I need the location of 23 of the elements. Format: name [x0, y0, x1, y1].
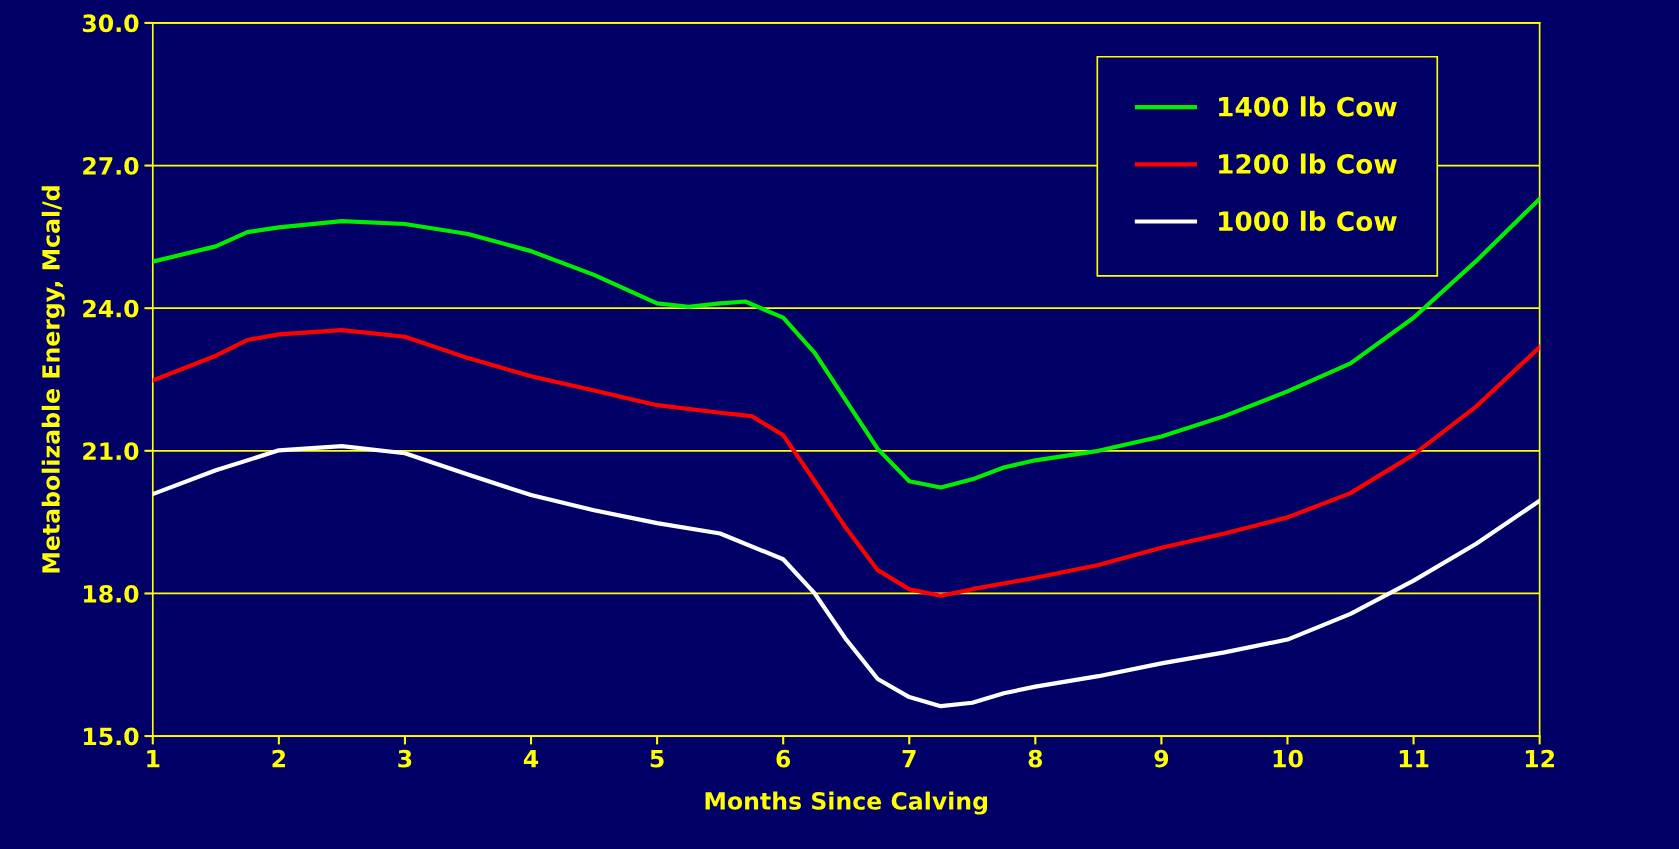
y-tick-label: 27.0 — [83, 157, 139, 175]
legend-label: 1400 lb Cow — [1219, 96, 1397, 117]
y-axis-title: Metabolizable Energy, Mcal/d — [41, 186, 65, 573]
x-tick-label: 2 — [272, 749, 286, 768]
x-tick-label: 6 — [776, 749, 791, 768]
x-tick-label: 4 — [523, 750, 539, 768]
legend-label: 1000 lb Cow — [1219, 210, 1397, 232]
x-tick-label: 5 — [650, 750, 664, 768]
x-tick-label: 10 — [1273, 749, 1303, 768]
y-tick-label: 30.0 — [82, 14, 139, 33]
y-tick-label: 15.0 — [84, 727, 139, 746]
legend-label: 1200 lb Cow — [1219, 153, 1397, 174]
x-tick-label: 9 — [1154, 749, 1169, 768]
x-tick-label: 7 — [902, 750, 916, 768]
x-tick-label: 3 — [398, 749, 412, 768]
x-tick-label: 11 — [1399, 750, 1429, 768]
x-tick-label: 8 — [1028, 749, 1043, 768]
y-tick-label: 18.0 — [84, 584, 139, 603]
y-tick-label: 21.0 — [83, 442, 139, 461]
x-tick-label: 1 — [147, 750, 160, 768]
x-axis-title: Months Since Calving — [705, 791, 988, 815]
y-tick-label: 24.0 — [83, 299, 139, 318]
x-tick-label: 12 — [1525, 749, 1555, 768]
